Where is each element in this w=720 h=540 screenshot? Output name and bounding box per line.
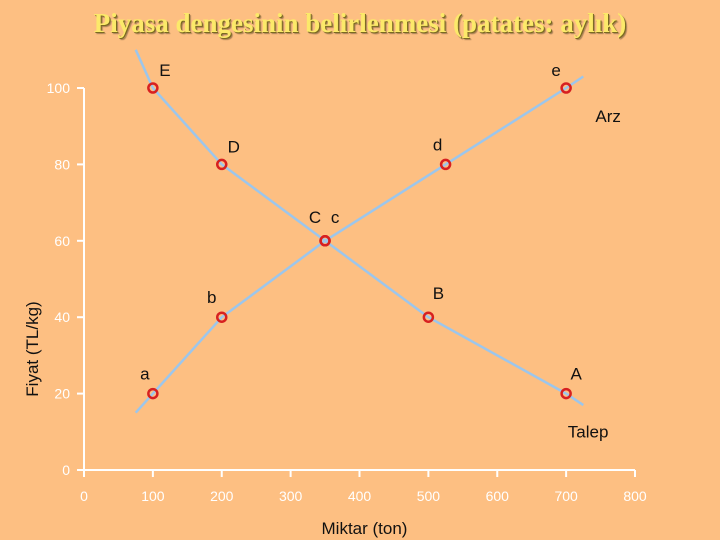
point-label-e: e [551,61,560,80]
point-marker-e [560,82,572,94]
point-marker-C [319,235,331,247]
point-marker-A [560,387,572,400]
point-label-d: d [433,135,442,154]
point-marker-b [216,311,228,323]
arz-curve [134,75,584,414]
point-label-b: b [207,288,216,307]
x-tick-label: 800 [623,488,647,504]
x-tick-label: 200 [210,488,234,504]
curve-label-talep: Talep [568,423,609,442]
point-marker-E [147,82,159,94]
y-tick-label: 100 [47,80,71,96]
x-tick-label: 500 [417,488,441,504]
y-tick-label: 60 [54,233,70,249]
x-tick-label: 700 [554,488,578,504]
point-marker-a [147,387,159,400]
y-tick-label: 20 [54,386,70,402]
x-axis-label: Miktar (ton) [322,519,408,538]
y-axis-label: Fiyat (TL/kg) [23,301,42,396]
x-tick-label: 400 [348,488,372,504]
point-label-A: A [570,365,582,384]
point-marker-D [216,158,228,171]
x-tick-label: 600 [486,488,510,504]
point-label-a: a [140,365,150,384]
y-tick-label: 0 [62,462,70,478]
point-label-C: C [309,208,321,227]
curve-label-arz: Arz [595,107,621,126]
talep-curve [134,49,584,407]
point-marker-d [439,158,452,171]
point-label-E: E [159,61,170,80]
point-label-B: B [433,284,444,303]
point-marker-B [422,311,435,323]
point-label-c: c [331,208,340,227]
point-label-D: D [228,137,240,156]
x-tick-label: 0 [80,488,88,504]
x-tick-label: 300 [279,488,303,504]
chart-title: Piyasa dengesinin belirlenmesi (patates:… [93,8,627,38]
x-tick-label: 100 [141,488,165,504]
y-tick-label: 40 [54,309,70,325]
y-tick-label: 80 [54,156,70,172]
